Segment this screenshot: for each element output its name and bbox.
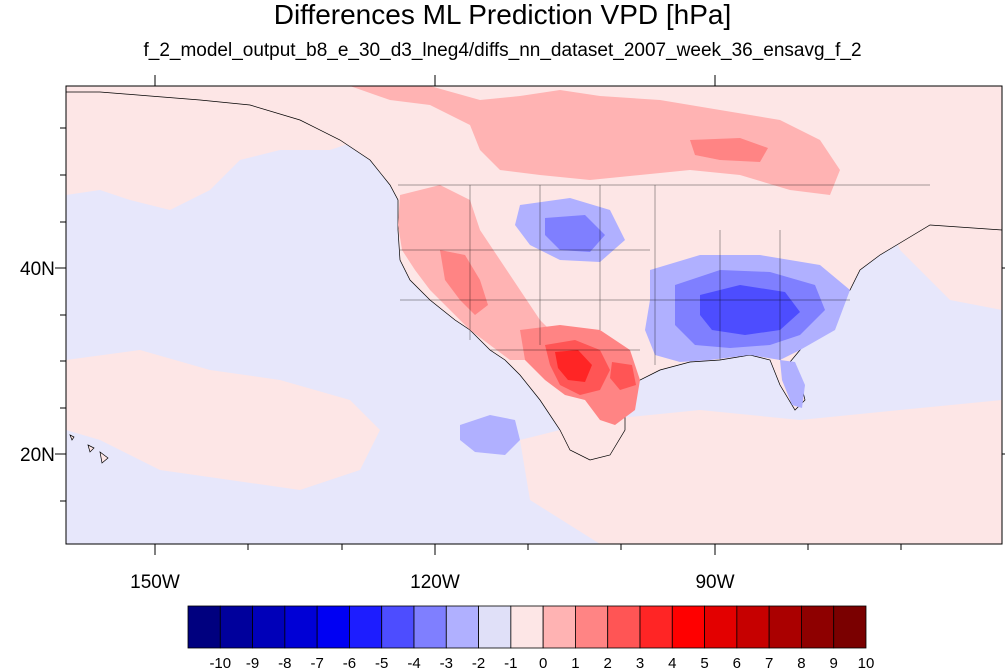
longitude-labels: 150W 120W 90W [130, 572, 734, 593]
colorbar-swatch [542, 605, 576, 649]
colorbar-swatch [381, 605, 415, 649]
anomaly-pos-2 [66, 350, 380, 490]
colorbar-tick-label: 6 [733, 655, 741, 672]
colorbar-tick-label: -9 [246, 655, 259, 672]
anomaly-canada-pos2 [690, 138, 768, 162]
map-title: Differences ML Prediction VPD [hPa] [273, 0, 732, 30]
colorbar-tick-label: -8 [278, 655, 291, 672]
map-ticks [55, 75, 1005, 555]
anomaly-texas-pos4 [610, 362, 636, 390]
lon-label-90w: 90W [695, 572, 734, 593]
anomaly-west-pos [398, 185, 560, 360]
map-subtitle: f_2_model_output_b8_e_30_d3_lneg4/diffs_… [143, 40, 862, 61]
anomaly-pos-3 [520, 400, 1002, 544]
colorbar-swatch [284, 605, 318, 649]
latitude-labels: 40N 20N [20, 259, 55, 466]
colorbar-tick-label: -6 [343, 655, 356, 672]
colorbar-swatch [445, 605, 479, 649]
colorbar-swatch [607, 605, 641, 649]
anomaly-southeast-neg3 [700, 285, 800, 335]
lat-label-40n: 40N [20, 259, 55, 280]
lon-label-150w: 150W [130, 572, 180, 593]
anomaly-canada-pos [350, 86, 840, 195]
anomaly-florida-neg [780, 360, 805, 408]
colorbar-tick-label: -4 [407, 655, 420, 672]
colorbar-tick-label: 3 [636, 655, 644, 672]
anomaly-west-pos2 [440, 250, 488, 315]
colorbar-tick-label: 7 [765, 655, 773, 672]
political-boundaries [398, 184, 930, 365]
colorbar-tick-label: -10 [209, 655, 231, 672]
map-panel [65, 85, 1003, 545]
anomaly-plains-neg2 [545, 215, 605, 252]
colorbar-tick-label: 2 [604, 655, 612, 672]
colorbar-swatch [510, 605, 544, 649]
colorbar-swatch [768, 605, 802, 649]
colorbar-swatch [833, 605, 867, 649]
colorbar-tick-label: 5 [700, 655, 708, 672]
colorbar-tick-label: -1 [504, 655, 517, 672]
colorbar-swatch [575, 605, 609, 649]
lat-label-20n: 20N [20, 445, 55, 466]
colorbar-swatch [219, 605, 253, 649]
colorbar-swatch [413, 605, 447, 649]
colorbar-tick-label: 9 [830, 655, 838, 672]
colorbar-swatch [316, 605, 350, 649]
colorbar-tick-label: -2 [472, 655, 485, 672]
colorbar-swatch [349, 605, 383, 649]
colorbar-tick-label: -5 [375, 655, 388, 672]
colorbar-swatch [801, 605, 835, 649]
lon-label-120w: 120W [410, 572, 460, 593]
hawaii-islands [69, 434, 109, 464]
colorbar-swatch [704, 605, 738, 649]
anomaly-pacific-neg [460, 415, 520, 455]
colorbar-swatch [639, 605, 673, 649]
colorbar-tick-label: 1 [571, 655, 579, 672]
colorbar-swatch [252, 605, 286, 649]
colorbar-tick-label: -3 [440, 655, 453, 672]
colorbar-tick-label: 8 [797, 655, 805, 672]
colorbar-tick-label: 10 [858, 655, 875, 672]
colorbar-swatch [478, 605, 512, 649]
colorbar-tick-label: 0 [539, 655, 547, 672]
colorbar-swatch [187, 605, 221, 649]
anomaly-texas-pos3 [555, 350, 592, 382]
colorbar-swatch [671, 605, 705, 649]
colorbar-swatch [736, 605, 770, 649]
colorbar: -10 -9 -8 -7 -6 -5 -4 -3 -2 -1 0 1 2 3 4 5 6 7 8 9 10 [187, 605, 875, 672]
colorbar-tick-label: -7 [310, 655, 323, 672]
colorbar-tick-label: 4 [668, 655, 676, 672]
